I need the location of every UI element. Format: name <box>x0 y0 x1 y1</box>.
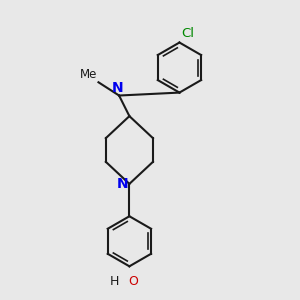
Text: Cl: Cl <box>181 27 194 40</box>
Text: Me: Me <box>80 68 97 81</box>
Text: H: H <box>110 275 119 288</box>
Text: N: N <box>112 81 123 95</box>
Text: N: N <box>116 177 128 191</box>
Text: O: O <box>128 275 138 288</box>
